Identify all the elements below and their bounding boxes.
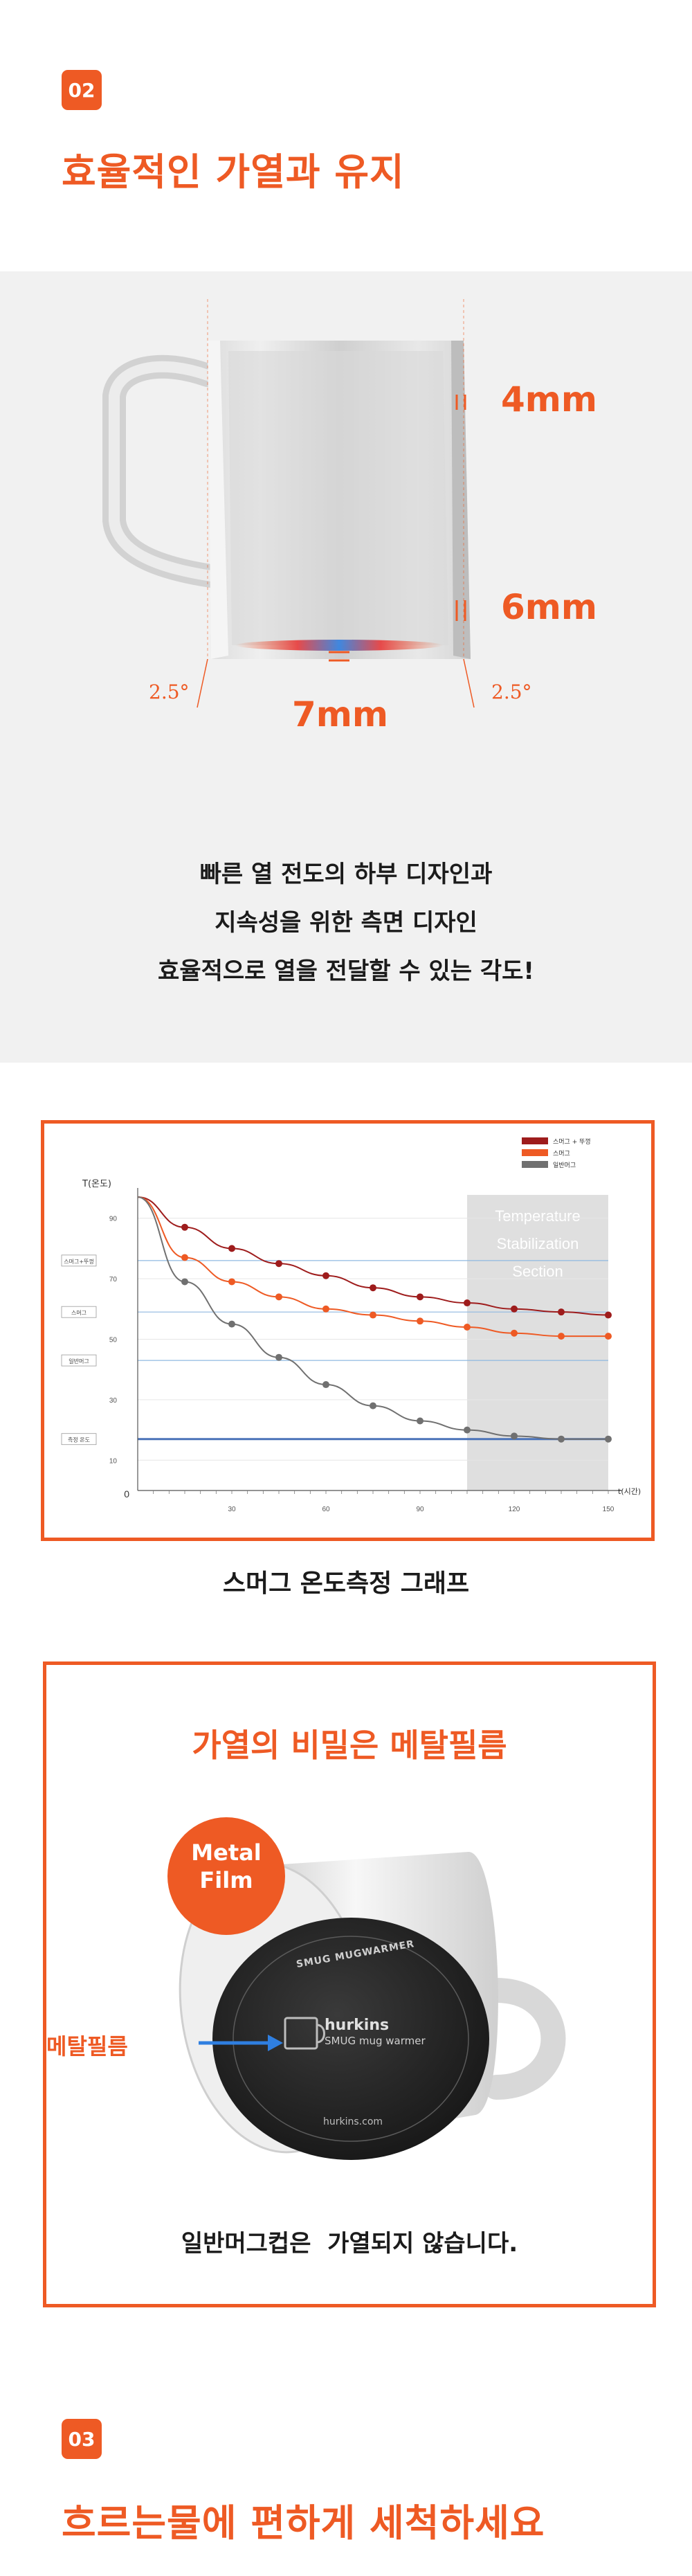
section-number-badge-2: 03 [62,2419,102,2459]
series-line [137,1196,609,1316]
x-tick-label: 60 [322,1506,330,1513]
data-point [558,1435,565,1443]
data-point [228,1320,235,1328]
mug-bottom-illustration [167,1817,566,2160]
cup-icon [284,2017,318,2050]
film-brand-sub: SMUG mug warmer [325,2035,426,2047]
right-angle-label: 2.5° [491,681,532,703]
data-point [228,1245,235,1252]
data-point [275,1293,282,1301]
data-point [558,1333,565,1340]
reference-tag [61,1433,97,1445]
data-point [181,1254,188,1261]
stabilization-label: Section [512,1263,563,1280]
mug-handle [484,1978,566,2100]
legend-label: 스머그 + 뚜껑 [553,1137,591,1146]
bottom-thickness-label: 7mm [292,694,388,735]
reference-tag [61,1306,97,1318]
data-point [181,1223,188,1231]
circle-label-line-1: Metal [191,1839,262,1866]
data-point [558,1308,565,1316]
y-tick-label: 10 [109,1457,118,1465]
reference-tag [61,1354,97,1367]
metal-film-caption: 일반머그컵은 가열되지 않습니다. [181,2230,518,2258]
legend-label: 일반머그 [553,1162,576,1169]
description-line-2: 지속성을 위한 측면 디자인 [215,909,477,937]
stabilization-section [467,1195,608,1490]
heat-glow [235,640,443,651]
circle-label-line-2: Film [199,1867,253,1893]
data-point [417,1293,424,1301]
legend-label: 스머그 [553,1150,570,1158]
side-thickness-label: 6mm [501,587,597,627]
metal-film-panel: 가열의 비밀은 메탈필름 Metal Film [43,1661,656,2307]
data-point [605,1311,612,1319]
y-tick-label: 90 [109,1216,118,1223]
data-point [605,1435,612,1443]
stabilization-label: Stabilization [497,1235,579,1252]
legend-swatch [522,1149,548,1156]
y-tick-label: 70 [109,1276,118,1284]
data-point [464,1324,471,1331]
metal-film-title: 가열의 비밀은 메탈필름 [192,1727,507,1764]
data-point [511,1305,518,1313]
data-point [370,1402,376,1409]
metal-film-circle [167,1817,285,1935]
arrow-label: 메탈필름 [46,2033,128,2060]
section-title-2: 흐르는물에 편하게 세척하세요 [62,2501,545,2545]
film-brand: hurkins [325,2017,390,2034]
data-point [370,1284,376,1292]
data-point [417,1417,424,1425]
reference-label: 스머그 [71,1310,86,1316]
reference-label: 측정 온도 [68,1436,90,1443]
metal-film-disc [212,1918,489,2160]
left-angle-label: 2.5° [149,681,190,703]
data-point [322,1305,329,1313]
x-tick-label: 90 [416,1506,424,1513]
data-point [511,1432,518,1440]
data-point [322,1381,329,1389]
x-tick-label: 150 [603,1506,614,1513]
data-point [275,1353,282,1361]
temperature-chart-frame: Temperature Stabilization Section 10 30 50 70 9… [41,1120,655,1541]
description-line-3: 효율적으로 열을 전달할 수 있는 각도! [158,957,534,985]
series-line [137,1196,608,1337]
description-line-1: 빠른 열 전도의 하부 디자인과 [199,861,493,888]
x-tick-label: 120 [509,1506,520,1513]
reference-tag [61,1254,97,1267]
data-point [181,1278,188,1286]
data-point [605,1333,612,1340]
data-point [511,1329,518,1337]
data-point [228,1278,235,1286]
y-tick-label: 50 [109,1337,118,1344]
origin-label: 0 [124,1488,129,1499]
film-url: hurkins.com [323,2116,383,2127]
y-tick-label: 30 [109,1397,118,1405]
stabilization-label: Temperature [495,1207,581,1225]
data-point [464,1426,471,1434]
section-title: 효율적인 가열과 유지 [62,150,405,194]
reference-label: 일반머그 [69,1358,89,1364]
y-axis-label: T(온도) [82,1179,111,1189]
data-point [417,1317,424,1325]
section-number-badge: 02 [62,70,102,110]
reference-label: 스머그+뚜껑 [64,1258,94,1265]
data-point [370,1311,376,1319]
x-axis-label: t(시간) [618,1487,641,1496]
mug-cross-section-illustration [102,299,475,708]
data-point [322,1272,329,1279]
legend-swatch [522,1137,548,1144]
x-tick-label: 30 [228,1506,236,1513]
data-point [464,1299,471,1307]
temperature-chart: Temperature Stabilization Section 10 30 50 70 9… [61,1137,641,1513]
data-point [275,1260,282,1268]
legend-swatch [522,1161,548,1168]
chart-caption: 스머그 온도측정 그래프 [222,1569,470,1598]
top-thickness-label: 4mm [501,379,597,420]
